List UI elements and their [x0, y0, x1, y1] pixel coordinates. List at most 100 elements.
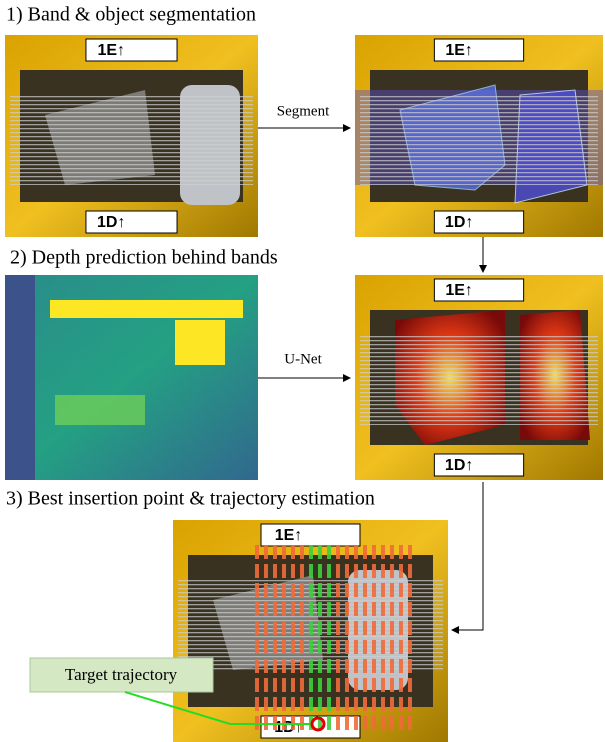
candidate-point — [309, 621, 313, 635]
candidate-point — [390, 602, 394, 616]
candidate-point — [291, 564, 295, 578]
candidate-point — [282, 697, 286, 711]
candidate-point — [354, 545, 358, 559]
candidate-point — [354, 564, 358, 578]
candidate-point — [264, 602, 268, 616]
candidate-point — [381, 659, 385, 673]
candidate-point — [345, 583, 349, 597]
candidate-point — [372, 659, 376, 673]
depth-region — [50, 300, 243, 318]
candidate-point — [282, 640, 286, 654]
candidate-point — [300, 583, 304, 597]
candidate-point — [273, 678, 277, 692]
candidate-point — [372, 640, 376, 654]
candidate-point — [336, 621, 340, 635]
candidate-point — [399, 621, 403, 635]
candidate-point — [408, 564, 412, 578]
candidate-point — [336, 678, 340, 692]
bands — [360, 95, 598, 185]
candidate-point — [372, 621, 376, 635]
candidate-point — [390, 697, 394, 711]
candidate-point — [282, 602, 286, 616]
candidate-point — [300, 602, 304, 616]
candidate-point — [390, 564, 394, 578]
candidate-point — [309, 678, 313, 692]
candidate-point — [363, 659, 367, 673]
candidate-point — [273, 659, 277, 673]
candidate-point — [381, 697, 385, 711]
candidate-point — [273, 545, 277, 559]
candidate-point — [291, 659, 295, 673]
candidate-point — [309, 659, 313, 673]
candidate-point — [318, 583, 322, 597]
candidate-point — [255, 621, 259, 635]
candidate-point — [381, 583, 385, 597]
candidate-point — [354, 659, 358, 673]
candidate-point — [399, 640, 403, 654]
candidate-point — [318, 602, 322, 616]
candidate-point — [273, 697, 277, 711]
candidate-point — [327, 678, 331, 692]
photo-tag: 1D↑ — [97, 214, 125, 231]
callout-label: Target trajectory — [65, 665, 178, 684]
candidate-point — [399, 678, 403, 692]
candidate-point — [255, 545, 259, 559]
candidate-point — [264, 583, 268, 597]
candidate-point — [291, 545, 295, 559]
candidate-point — [336, 545, 340, 559]
candidate-point — [363, 678, 367, 692]
candidate-point — [354, 602, 358, 616]
candidate-point — [309, 564, 313, 578]
arrow-label: U-Net — [284, 351, 322, 367]
candidate-point — [345, 716, 349, 730]
candidate-point — [399, 697, 403, 711]
candidate-point — [336, 564, 340, 578]
candidate-point — [327, 545, 331, 559]
candidate-point — [336, 716, 340, 730]
candidate-point — [264, 545, 268, 559]
candidate-point — [336, 583, 340, 597]
candidate-point — [273, 583, 277, 597]
candidate-point — [300, 659, 304, 673]
candidate-point — [408, 602, 412, 616]
candidate-point — [372, 697, 376, 711]
photo-tag: 1E↑ — [445, 42, 473, 59]
photo-tag: 1D↑ — [445, 457, 473, 474]
photo-tag: 1D↑ — [445, 214, 473, 231]
candidate-point — [354, 716, 358, 730]
candidate-point — [318, 640, 322, 654]
candidate-point — [399, 564, 403, 578]
candidate-point — [363, 716, 367, 730]
candidate-point — [399, 545, 403, 559]
candidate-point — [318, 621, 322, 635]
candidate-point — [255, 564, 259, 578]
depth-region — [55, 395, 145, 425]
candidate-point — [372, 678, 376, 692]
arrow — [452, 482, 483, 630]
candidate-point — [408, 697, 412, 711]
candidate-point — [408, 583, 412, 597]
candidate-point — [390, 678, 394, 692]
candidate-point — [291, 602, 295, 616]
candidate-point — [291, 621, 295, 635]
candidate-point — [345, 659, 349, 673]
candidate-point — [255, 583, 259, 597]
arrow-label: Segment — [277, 103, 330, 119]
candidate-point — [273, 602, 277, 616]
candidate-point — [336, 640, 340, 654]
candidate-point — [300, 545, 304, 559]
candidate-point — [300, 621, 304, 635]
candidate-point — [390, 621, 394, 635]
candidate-point — [363, 564, 367, 578]
candidate-point — [363, 621, 367, 635]
candidate-point — [318, 659, 322, 673]
candidate-point — [300, 678, 304, 692]
candidate-point — [399, 602, 403, 616]
candidate-point — [282, 583, 286, 597]
candidate-point — [318, 545, 322, 559]
candidate-point — [273, 621, 277, 635]
candidate-point — [300, 640, 304, 654]
candidate-point — [264, 678, 268, 692]
candidate-point — [408, 545, 412, 559]
candidate-point — [408, 640, 412, 654]
